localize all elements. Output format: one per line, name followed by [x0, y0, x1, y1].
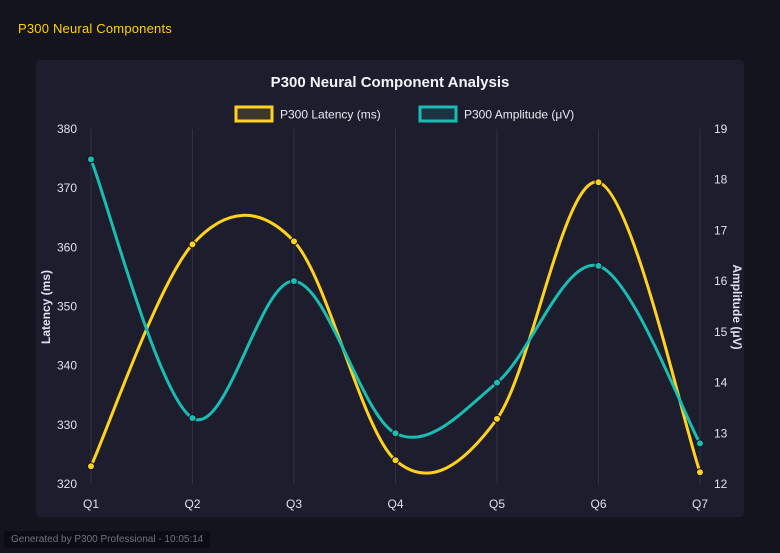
right-axis-tick-label: 14	[714, 376, 728, 390]
page-title: P300 Neural Components	[18, 21, 172, 36]
x-axis-tick-label: Q1	[83, 497, 99, 511]
x-axis-tick-label: Q6	[590, 497, 606, 511]
footer-status: Generated by P300 Professional - 10:05:1…	[4, 531, 211, 548]
legend-marker-amplitude	[418, 105, 458, 123]
right-axis-tick-label: 17	[714, 223, 728, 237]
left-axis-tick-label: 380	[57, 122, 77, 136]
amplitude-point[interactable]	[87, 155, 95, 164]
latency-point[interactable]	[188, 240, 197, 249]
left-axis-tick-label: 340	[57, 359, 77, 373]
amplitude-point[interactable]	[391, 429, 400, 438]
legend-item-amplitude[interactable]: P300 Amplitude (μV)	[418, 105, 574, 123]
chart-title: P300 Neural Component Analysis	[271, 74, 510, 91]
right-axis-tick-label: 16	[714, 274, 728, 288]
right-axis-title: Amplitude (μV)	[730, 264, 744, 349]
chart-panel: P300 Neural Component Analysis P300 Late…	[36, 60, 744, 517]
x-axis-tick-label: Q3	[286, 497, 302, 511]
left-axis-tick-label: 320	[57, 477, 77, 491]
latency-point[interactable]	[696, 468, 704, 477]
right-axis-tick-label: 12	[714, 477, 728, 491]
amplitude-point[interactable]	[188, 414, 197, 423]
left-axis-title: Latency (ms)	[39, 270, 53, 344]
x-axis-tick-label: Q5	[489, 497, 505, 511]
amplitude-point[interactable]	[594, 261, 603, 270]
latency-point[interactable]	[493, 414, 501, 423]
amplitude-point[interactable]	[696, 439, 704, 448]
legend-item-latency[interactable]: P300 Latency (ms)	[234, 105, 381, 123]
x-axis-tick-label: Q2	[184, 497, 200, 511]
legend-label-latency: P300 Latency (ms)	[280, 108, 381, 122]
legend-marker-latency	[234, 105, 274, 123]
legend-label-amplitude: P300 Amplitude (μV)	[464, 108, 574, 122]
x-axis-tick-label: Q4	[387, 497, 403, 511]
latency-point[interactable]	[87, 462, 95, 471]
chart-svg: P300 Neural Component Analysis P300 Late…	[39, 74, 744, 511]
right-axis-tick-label: 15	[714, 325, 728, 339]
latency-point[interactable]	[290, 237, 298, 246]
left-axis-tick-label: 370	[57, 181, 77, 195]
left-axis-tick-label: 350	[57, 300, 77, 314]
right-axis-tick-label: 13	[714, 426, 728, 440]
right-axis-tick-label: 19	[714, 122, 728, 136]
x-axis-tick-label: Q7	[692, 497, 708, 511]
right-axis-tick-label: 18	[714, 173, 728, 187]
latency-point[interactable]	[594, 178, 603, 187]
latency-point[interactable]	[391, 456, 400, 465]
left-axis-tick-label: 360	[57, 240, 77, 254]
amplitude-point[interactable]	[290, 277, 298, 286]
amplitude-point[interactable]	[493, 378, 501, 387]
legend: P300 Latency (ms) P300 Amplitude (μV)	[234, 105, 574, 123]
left-axis-tick-label: 330	[57, 418, 77, 432]
plot-layer: 320 330 340 350 360 370 380 12 13 14 15 16 17 18 19 Q1 Q…	[57, 122, 728, 511]
